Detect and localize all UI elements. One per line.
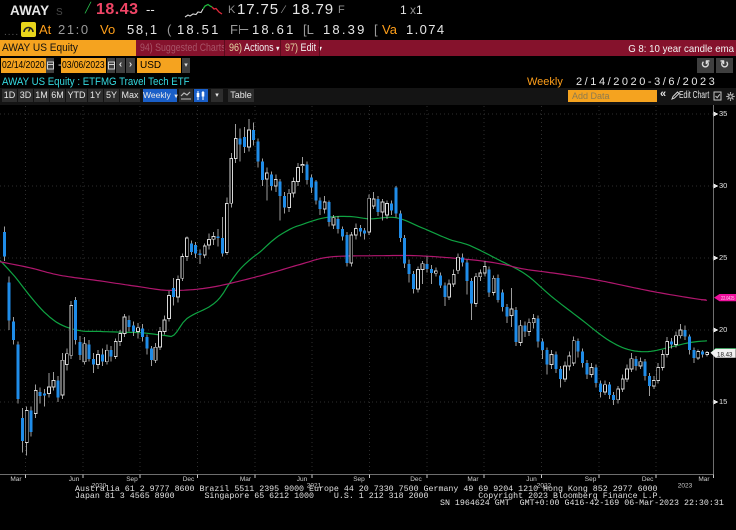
- svg-text:22.0425: 22.0425: [721, 296, 735, 302]
- svg-text:Mar: Mar: [10, 476, 22, 483]
- svg-text:2023: 2023: [678, 483, 693, 490]
- svg-text:Mar: Mar: [467, 476, 479, 483]
- svg-text:18.43: 18.43: [717, 351, 733, 358]
- svg-text:20: 20: [719, 325, 727, 334]
- svg-text:Jun: Jun: [526, 476, 537, 483]
- svg-text:Sep: Sep: [126, 476, 138, 483]
- svg-text:Dec: Dec: [183, 476, 195, 483]
- svg-text:Dec: Dec: [642, 476, 654, 483]
- svg-text:30: 30: [719, 181, 727, 190]
- svg-text:Mar: Mar: [240, 476, 252, 483]
- svg-text:35: 35: [719, 109, 727, 118]
- svg-text:Sep: Sep: [353, 476, 365, 483]
- svg-text:Sep: Sep: [585, 476, 597, 483]
- svg-text:Mar: Mar: [698, 476, 710, 483]
- svg-text:Jun: Jun: [297, 476, 308, 483]
- svg-text:2022: 2022: [537, 483, 552, 490]
- svg-text:25: 25: [719, 253, 727, 262]
- svg-text:2020: 2020: [92, 483, 107, 490]
- svg-text:Jun: Jun: [69, 476, 80, 483]
- svg-text:2021: 2021: [307, 483, 322, 490]
- svg-text:Dec: Dec: [410, 476, 422, 483]
- svg-text:15: 15: [719, 397, 727, 406]
